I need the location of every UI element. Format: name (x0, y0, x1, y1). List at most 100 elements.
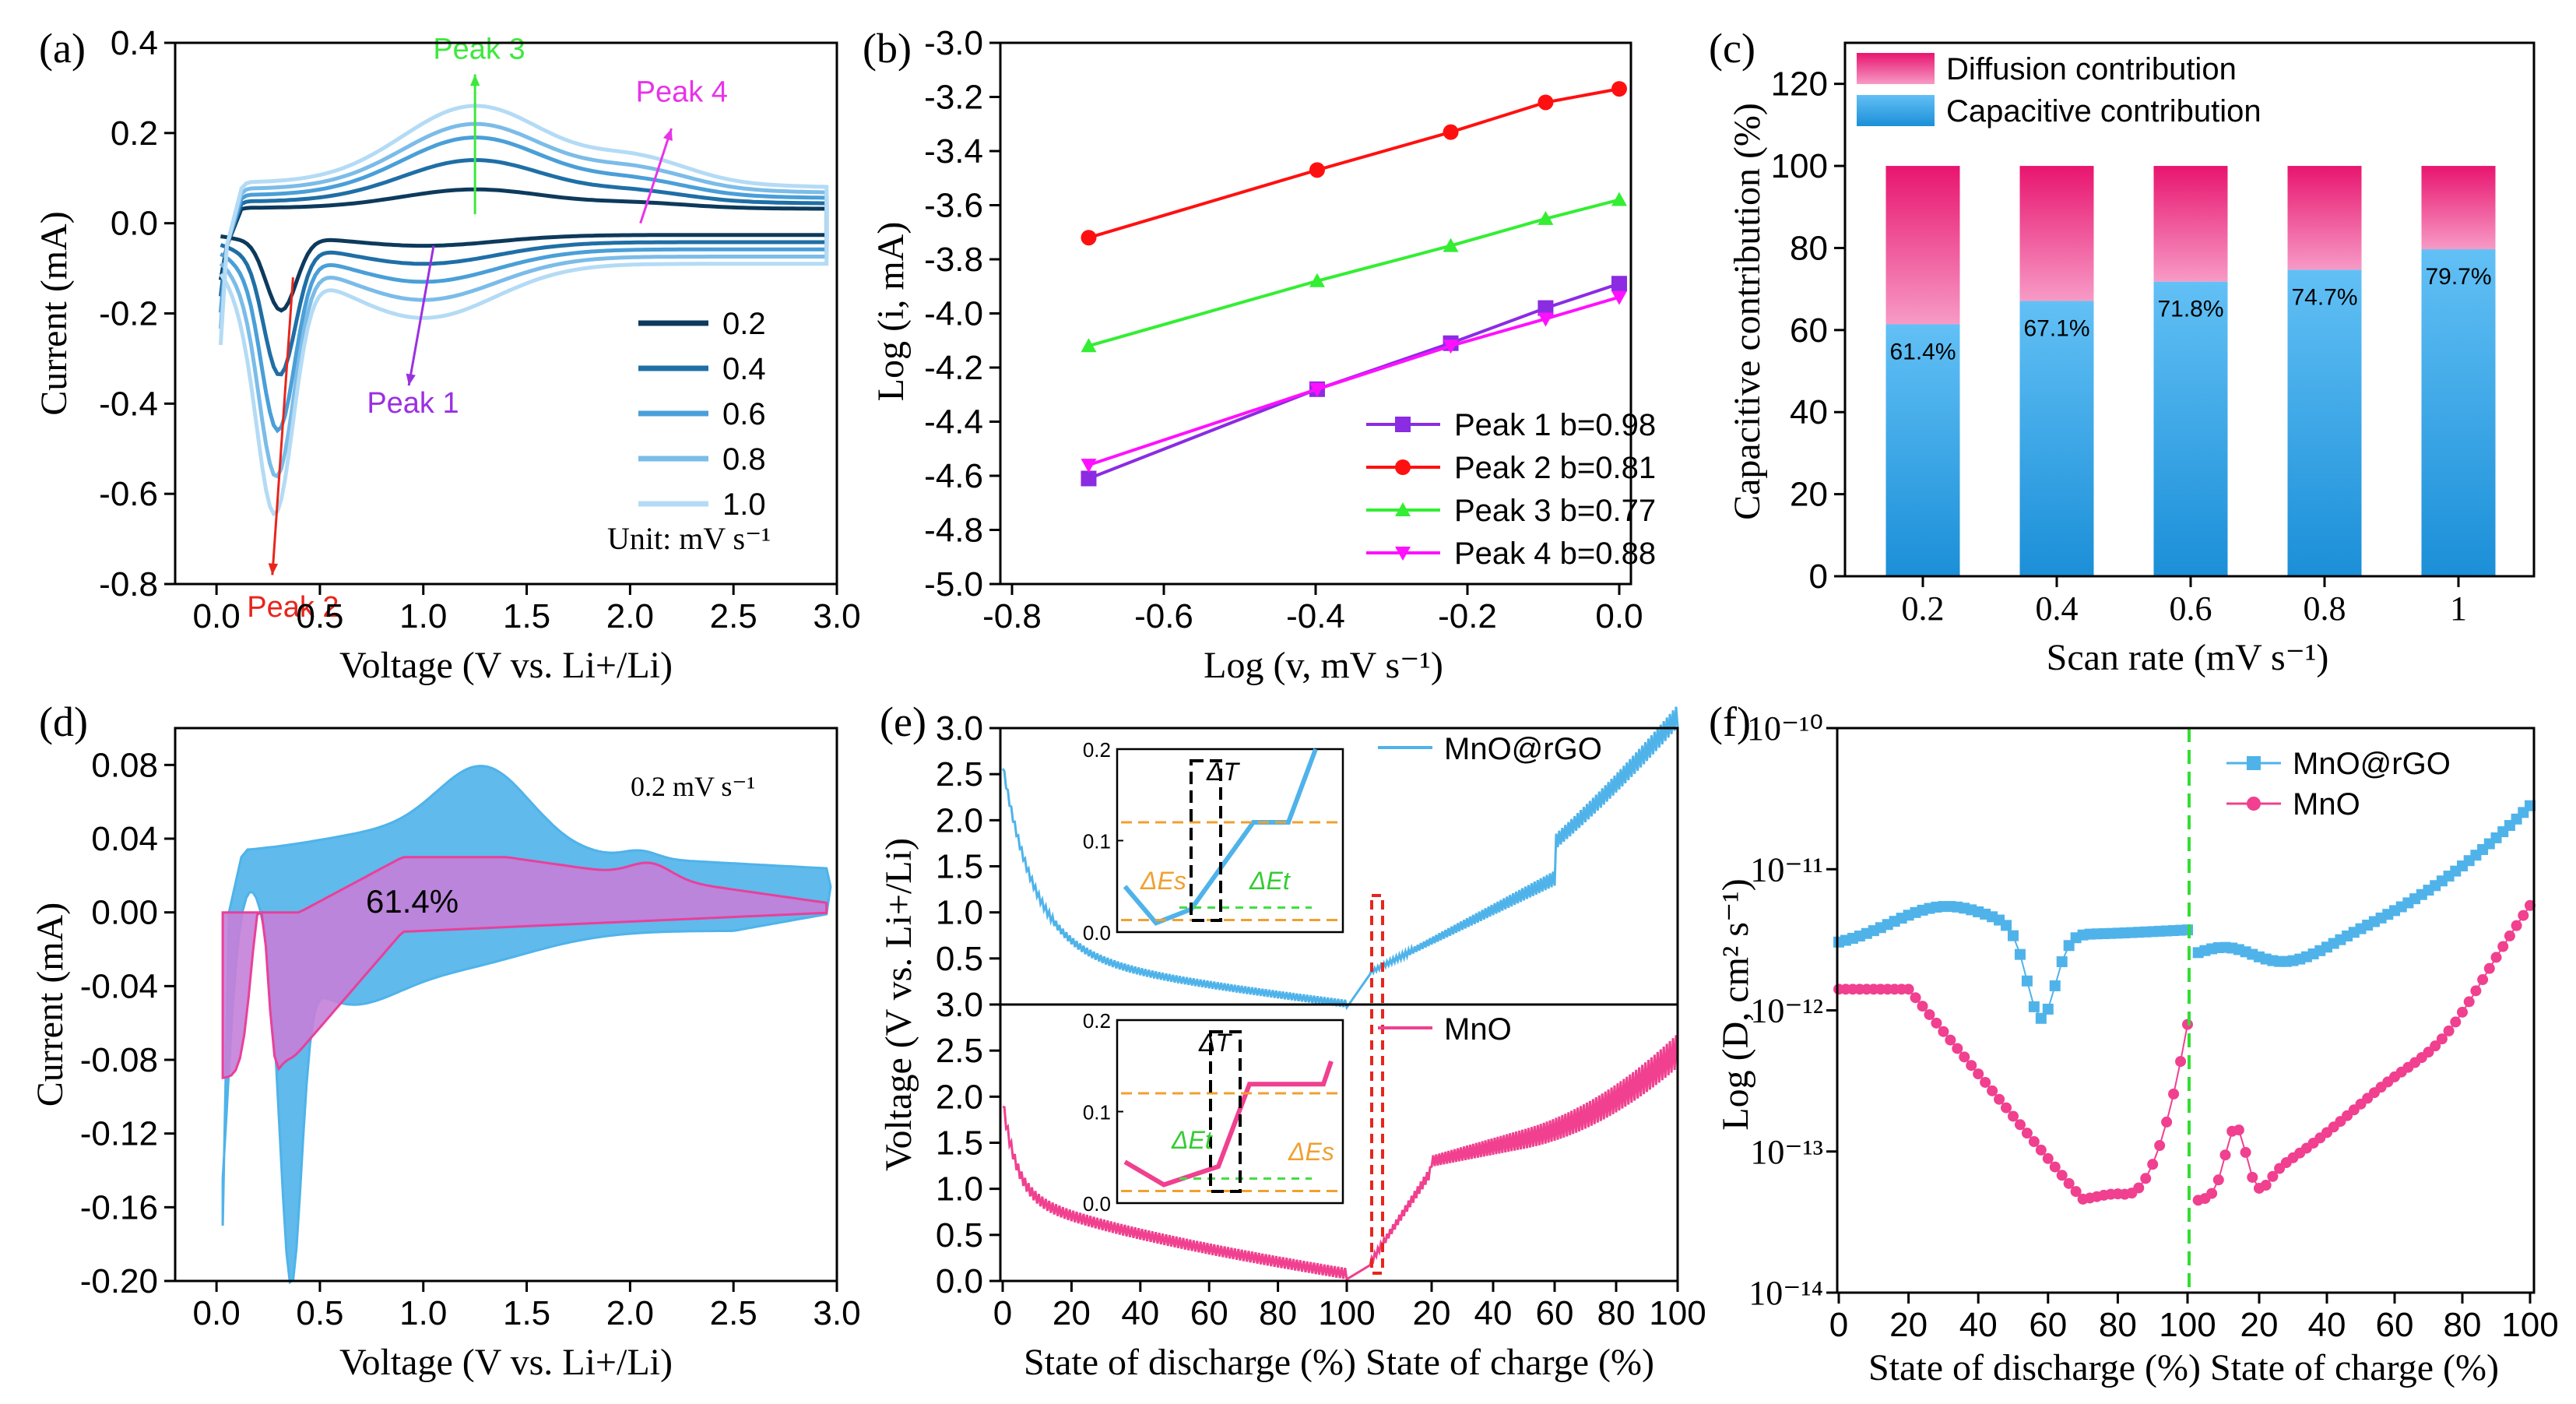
e-x-tick-label: 60 (1536, 1294, 1574, 1332)
cv-curve-0-8 (218, 121, 829, 479)
bar-capacitive (2019, 301, 2094, 576)
data-point (2035, 1012, 2047, 1024)
data-point (2470, 985, 2482, 997)
d-ylabel: Current (mA) (30, 903, 71, 1107)
d-xlabel: Voltage (V vs. Li+/Li) (339, 1342, 673, 1383)
e-y-tick-label: 0.0 (936, 1262, 983, 1300)
cv-curve-0-4 (218, 157, 829, 377)
f-x-tick-label: 80 (2444, 1306, 2482, 1344)
data-point (2212, 1174, 2224, 1186)
peak1-arrow-head (406, 373, 416, 386)
e-y-tick-label: 0.5 (936, 1216, 983, 1254)
data-point (2049, 1161, 2061, 1173)
data-point (2021, 1128, 2033, 1139)
legend-label: MnO@rGO (2293, 747, 2451, 781)
d-y-tick-label: 0.00 (91, 894, 158, 932)
data-point (2042, 1152, 2054, 1164)
f-x-tick-label: 60 (2029, 1306, 2067, 1344)
b-y-tick-label: -3.0 (924, 24, 983, 62)
c-y-tick-label: 120 (1771, 65, 1828, 104)
d-x-tick-label: 2.0 (606, 1294, 654, 1332)
panel-f: (f) MnO@rGO MnO 10⁻¹⁴ 10⁻¹³ 10⁻¹² 10⁻¹¹ 10⁻¹⁰ 0 2… (1709, 698, 2559, 1388)
a-y-tick-label: -0.4 (99, 385, 158, 423)
inset-mnorgo: 0.0 0.1 0.2 ΔT ΔEs ΔEt (1083, 738, 1344, 945)
b-x-tick-label: 0.0 (1595, 597, 1643, 635)
e-x-tick-label: 40 (1474, 1294, 1513, 1332)
c-y-tick-label: 60 (1790, 311, 1828, 350)
data-point (1994, 1093, 2005, 1105)
c-x-tick-label: 0.2 (1902, 589, 1945, 628)
legend-marker (2247, 756, 2261, 770)
unit-label: Unit: mV s⁻¹ (607, 521, 771, 556)
peak2-arrow (271, 277, 294, 575)
f-x-tick-label: 0 (1829, 1306, 1848, 1344)
e-x-tick-label: 0 (993, 1294, 1012, 1332)
data-point (2436, 1033, 2448, 1045)
data-point (1611, 276, 1627, 292)
data-point (2035, 1144, 2047, 1156)
data-point (2450, 1016, 2462, 1028)
legend-swatch-capacitive (1857, 95, 1935, 126)
data-point (2049, 980, 2061, 991)
e-y-tick-label: 1.5 (936, 848, 983, 886)
data-point (1931, 1017, 1942, 1029)
f-x-tick-label: 40 (2308, 1306, 2346, 1344)
data-point (1538, 94, 1554, 111)
data-point (2463, 996, 2475, 1008)
data-point (1081, 459, 1097, 473)
c-y-tick-label: 20 (1790, 476, 1828, 514)
data-point (1081, 338, 1097, 353)
cv-curve-1-0 (218, 104, 829, 517)
diffusion-line (1839, 988, 2188, 1200)
data-point (1443, 340, 1459, 354)
b-y-tick-label: -5.0 (924, 565, 983, 603)
a-x-tick-label: 0.5 (296, 597, 343, 635)
a-y-tick-label: 0.0 (111, 205, 158, 243)
legend-label: Peak 4 b=0.88 (1454, 537, 1656, 571)
peak4-label: Peak 4 (636, 76, 728, 108)
data-point (2511, 920, 2522, 931)
data-point (2070, 1186, 2082, 1198)
data-point (2430, 1040, 2441, 1052)
data-point (2063, 1177, 2075, 1189)
f-y-tick-label: 10⁻¹² (1750, 992, 1823, 1030)
f-xlabel: State of discharge (%) State of charge (… (1868, 1347, 2499, 1388)
mno-gitt-curve (1002, 1035, 1679, 1282)
e-y-tick-label: 1.0 (936, 894, 983, 932)
data-point (2028, 1001, 2040, 1012)
legend-label: Peak 2 b=0.81 (1454, 451, 1656, 485)
d-x-tick-label: 2.5 (710, 1294, 757, 1332)
data-point (2233, 1124, 2244, 1136)
bar-capacitive (1885, 324, 1960, 576)
d-y-tick-label: -0.12 (80, 1115, 158, 1153)
data-point (1980, 1076, 1991, 1088)
data-point (2014, 948, 2026, 960)
data-point (1611, 290, 1627, 305)
inset-tick-label: 0.1 (1083, 1101, 1111, 1124)
bar-diffusion (2019, 166, 2094, 301)
a-y-tick-label: 0.4 (111, 24, 158, 62)
peak4-arrow-head (662, 128, 673, 141)
inset-label: ΔEs (1288, 1138, 1334, 1166)
legend-label: Capacitive contribution (1946, 94, 2261, 128)
inset-mno-frame (1116, 1019, 1344, 1205)
peak4-arrow (639, 128, 673, 224)
inset-label: ΔT (1206, 758, 1240, 786)
data-point (1959, 1051, 1970, 1063)
inset-tick-label: 0.0 (1083, 1192, 1111, 1216)
bar-diffusion (2287, 166, 2362, 270)
e-x-tick-label: 20 (1413, 1294, 1451, 1332)
e-y-tick-label: 2.5 (936, 755, 983, 793)
data-point (2021, 975, 2033, 987)
e-x-tick-label: 60 (1190, 1294, 1228, 1332)
f-x-tick-label: 100 (2501, 1306, 2558, 1344)
data-point (1611, 192, 1627, 206)
a-y-tick-label: 0.2 (111, 114, 158, 153)
bar-capacitive (2421, 249, 2496, 576)
b-x-tick-label: -0.4 (1286, 597, 1345, 635)
a-xlabel: Voltage (V vs. Li+/Li) (339, 645, 673, 686)
data-point (1538, 300, 1554, 316)
b-y-tick-label: -4.0 (924, 295, 983, 333)
e-y-tick-label: 3.0 (936, 709, 983, 748)
data-point (1081, 230, 1097, 246)
